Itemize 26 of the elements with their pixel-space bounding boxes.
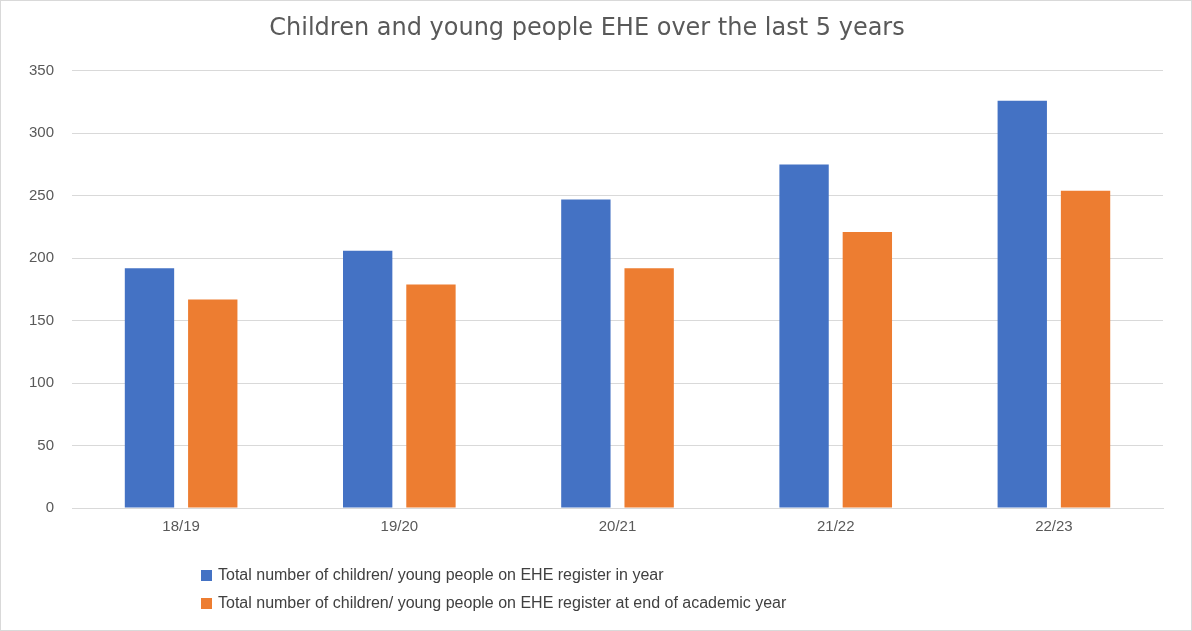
bar [1060,190,1111,508]
bar [842,231,893,508]
x-tick-label: 20/21 [598,517,637,535]
bar [406,284,456,508]
bar [779,164,829,508]
bar [188,299,238,508]
bar [561,199,611,508]
chart-title: Children and young people EHE over the last 5 years [269,12,905,41]
bar [997,100,1047,508]
y-tick-label: 50 [37,435,55,453]
y-tick-label: 150 [29,310,55,328]
x-tick-label: 22/23 [1035,517,1073,535]
y-tick-label: 200 [29,248,55,266]
y-tick-label: 250 [29,185,55,203]
bar [124,268,175,508]
bar [343,250,393,508]
y-tick-label: 100 [29,373,55,391]
x-tick-label: 19/20 [380,517,419,535]
y-tick-label: 350 [29,60,55,78]
x-tick-label: 18/19 [162,517,200,535]
legend-label: Total number of children/ young people on EHE register at end of academic year [218,594,787,612]
bar [624,268,674,508]
y-tick-label: 300 [29,123,55,141]
y-tick-label: 0 [45,498,55,516]
x-tick-label: 21/22 [816,517,855,535]
legend-label: Total number of children/ young people on EHE register in year [218,566,664,584]
